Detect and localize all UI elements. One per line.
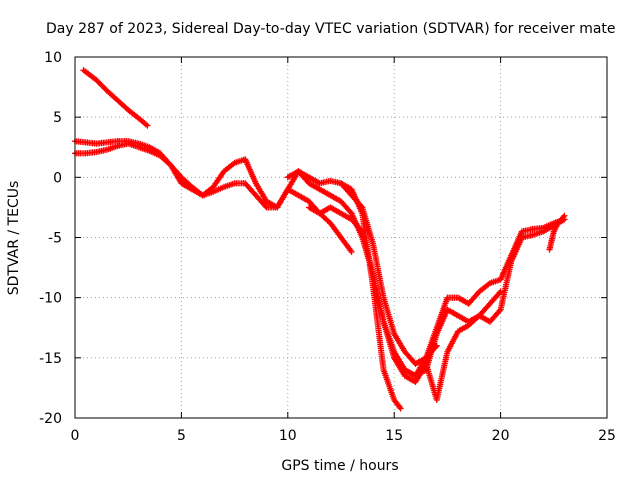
series-markers-track-7 [422, 288, 504, 404]
y-axis-label: SDTVAR / TECUs [6, 181, 22, 296]
x-tick-label: 5 [177, 428, 186, 444]
grid [75, 57, 607, 418]
x-axis-label: GPS time / hours [281, 458, 398, 474]
series-track-4 [305, 204, 355, 256]
series-track-8 [546, 212, 568, 253]
axes [74, 56, 608, 419]
series-markers-track-5 [337, 180, 404, 412]
y-tick-label: -15 [39, 351, 62, 367]
chart-title: Day 287 of 2023, Sidereal Day-to-day VTE… [46, 21, 616, 37]
series-markers-track-8 [546, 212, 568, 253]
x-tick-label: 0 [71, 428, 80, 444]
series-markers-track-upper-early [80, 67, 151, 129]
y-tick-label: 0 [53, 170, 62, 186]
series-markers-track-4 [305, 204, 355, 256]
data-series-layer [71, 67, 568, 412]
y-tick-label: 10 [44, 50, 62, 66]
series-track-7 [422, 288, 504, 404]
y-tick-label: -20 [39, 411, 62, 427]
series-track-upper-early [80, 67, 151, 129]
series-markers-track-3 [284, 168, 568, 380]
y-tick-label: 5 [53, 110, 62, 126]
tick-labels: 0 5 10 15 20 25 10 5 0 -5 -10 -15 -20 [39, 50, 616, 444]
series-track-6 [391, 216, 568, 380]
series-markers-track-6 [391, 216, 568, 380]
series-markers-track-1 [71, 138, 440, 368]
series-track-3 [284, 168, 568, 380]
x-tick-label: 15 [385, 428, 403, 444]
y-tick-label: -10 [39, 291, 62, 307]
x-tick-label: 10 [279, 428, 297, 444]
series-track-1 [71, 138, 440, 368]
y-tick-label: -5 [48, 231, 62, 247]
series-track-5 [337, 180, 404, 412]
plot-frame [74, 56, 608, 419]
x-tick-label: 20 [492, 428, 510, 444]
x-tick-label: 25 [598, 428, 616, 444]
